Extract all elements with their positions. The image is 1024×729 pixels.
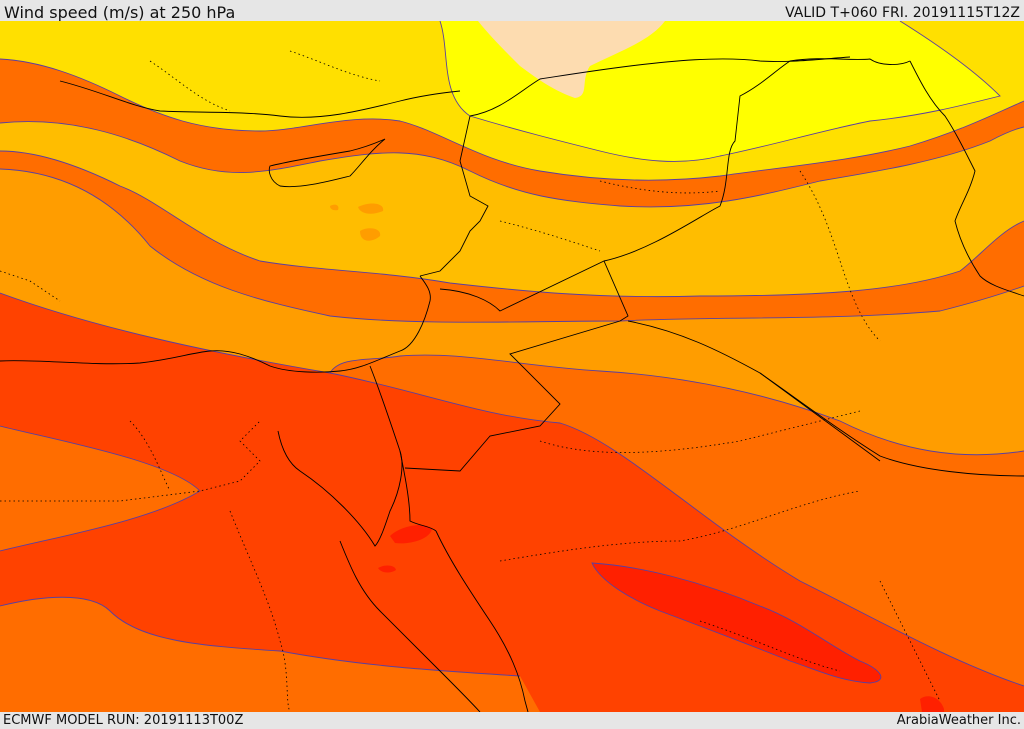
valid-time: VALID T+060 FRI. 20191115T12Z — [785, 5, 1020, 21]
band-orange — [0, 169, 1024, 455]
bottom-bar — [0, 712, 1024, 729]
band-red-streak — [592, 563, 881, 683]
model-run: ECMWF MODEL RUN: 20191113T00Z — [3, 713, 244, 728]
wind-speed-map — [0, 21, 1024, 712]
admin-boundaries — [0, 50, 941, 712]
wind-contours — [0, 21, 1024, 687]
country-borders — [0, 56, 1024, 712]
map-title: Wind speed (m/s) at 250 hPa — [4, 3, 236, 22]
band-red-spot-3 — [920, 696, 944, 712]
band-red-spot-2 — [378, 565, 396, 573]
band-dark-orange-sw — [0, 597, 540, 712]
map-canvas — [0, 21, 1024, 712]
top-bar — [0, 0, 1024, 21]
band-amber-islands — [330, 203, 384, 241]
band-red-orange — [0, 293, 1024, 712]
band-wheat — [478, 21, 665, 98]
band-amber — [0, 121, 1024, 297]
band-red-spot-1 — [390, 525, 432, 544]
credit-text: ArabiaWeather Inc. — [896, 713, 1021, 728]
